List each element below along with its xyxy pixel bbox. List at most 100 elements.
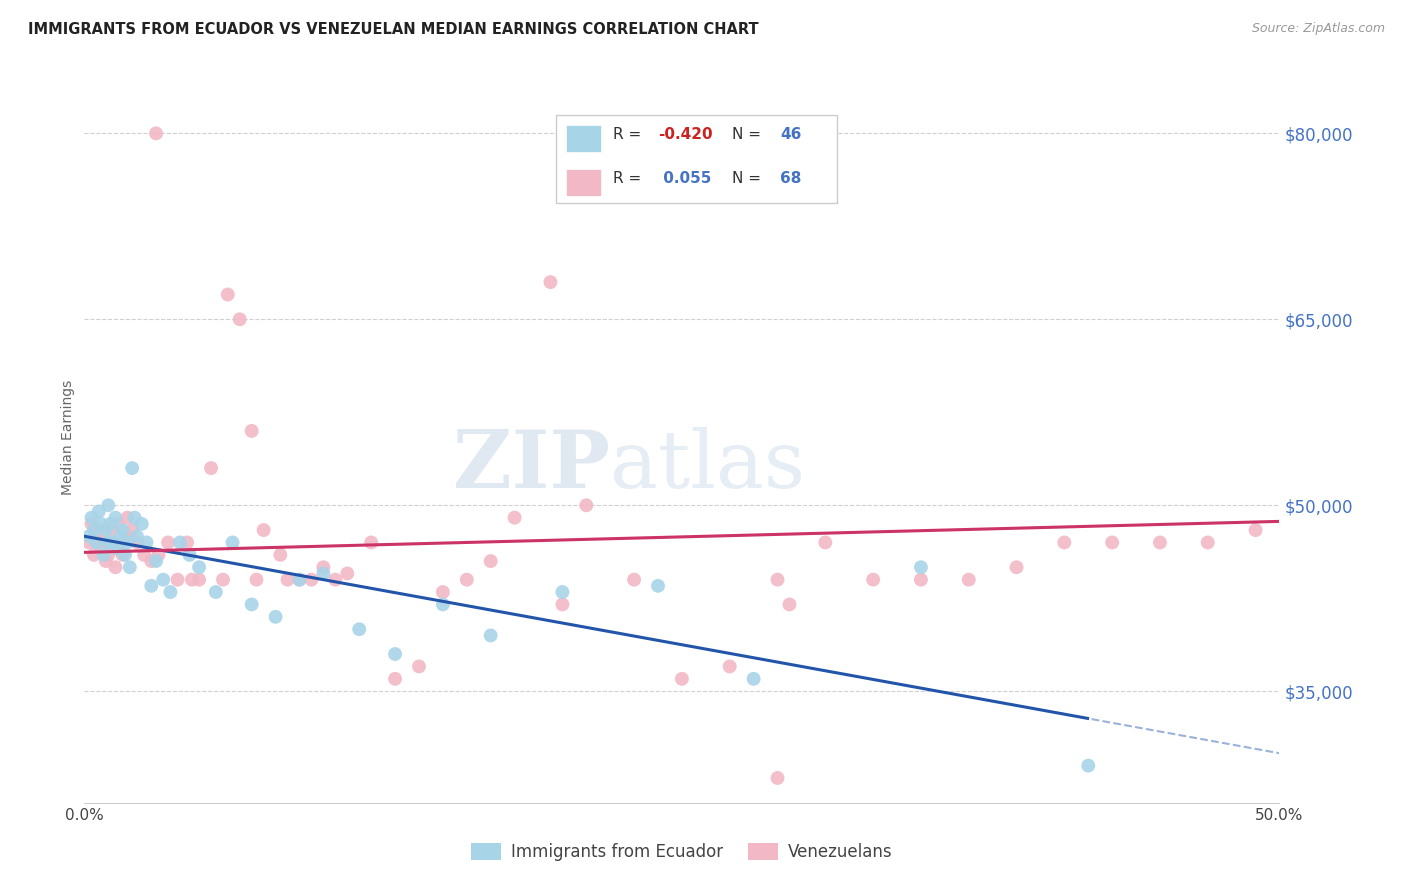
Point <box>114 529 136 543</box>
Point <box>87 523 110 537</box>
Point <box>212 573 235 587</box>
Point <box>623 573 645 587</box>
Text: ZIP: ZIP <box>453 427 610 506</box>
Point <box>1053 535 1076 549</box>
Point <box>551 585 574 599</box>
Text: IMMIGRANTS FROM ECUADOR VS VENEZUELAN MEDIAN EARNINGS CORRELATION CHART: IMMIGRANTS FROM ECUADOR VS VENEZUELAN ME… <box>28 22 759 37</box>
Point <box>1077 758 1099 772</box>
Point <box>110 535 132 549</box>
Point <box>575 498 598 512</box>
Text: 46: 46 <box>780 127 801 142</box>
Point <box>101 535 124 549</box>
Point <box>104 560 127 574</box>
Point <box>121 461 143 475</box>
Point <box>97 535 120 549</box>
Point <box>240 424 263 438</box>
Point <box>301 573 323 587</box>
Point <box>200 461 222 475</box>
Y-axis label: Median Earnings: Median Earnings <box>62 379 76 495</box>
Point <box>145 126 167 140</box>
Point <box>742 672 765 686</box>
Point <box>121 523 143 537</box>
Point <box>176 535 198 549</box>
Text: R =: R = <box>613 170 645 186</box>
Point <box>125 529 148 543</box>
Point <box>862 573 884 587</box>
Point <box>336 566 359 581</box>
Point <box>718 659 741 673</box>
Point <box>169 535 191 549</box>
Point <box>1101 535 1123 549</box>
Point <box>205 585 228 599</box>
Point <box>135 535 157 549</box>
Point <box>269 548 291 562</box>
Point <box>100 523 122 537</box>
Text: Source: ZipAtlas.com: Source: ZipAtlas.com <box>1251 22 1385 36</box>
Point <box>166 573 188 587</box>
Point <box>671 672 693 686</box>
Point <box>86 529 108 543</box>
Point <box>141 554 163 568</box>
Point <box>111 523 134 537</box>
Point <box>118 560 141 574</box>
Point <box>1197 535 1219 549</box>
Point <box>360 535 382 549</box>
Point <box>312 560 335 574</box>
Text: N =: N = <box>733 127 766 142</box>
Point <box>101 535 124 549</box>
Point <box>288 573 311 587</box>
Point <box>80 516 103 531</box>
Point <box>766 573 789 587</box>
Point <box>540 275 562 289</box>
Point <box>77 535 100 549</box>
Point <box>77 529 100 543</box>
Point <box>479 628 502 642</box>
Point <box>432 598 454 612</box>
Point <box>277 573 299 587</box>
Point <box>217 287 239 301</box>
Point <box>384 672 406 686</box>
Point <box>384 647 406 661</box>
Point <box>157 535 180 549</box>
Point <box>479 554 502 568</box>
Point <box>253 523 276 537</box>
Point <box>456 573 478 587</box>
Point <box>93 548 115 562</box>
Point <box>141 579 163 593</box>
Point <box>312 566 335 581</box>
Point <box>86 535 108 549</box>
Point <box>503 510 526 524</box>
Point <box>152 573 174 587</box>
Point <box>117 535 139 549</box>
Point <box>766 771 789 785</box>
Point <box>181 573 204 587</box>
FancyBboxPatch shape <box>557 115 838 203</box>
Point <box>325 573 347 587</box>
Point <box>107 541 129 556</box>
Point <box>114 548 136 562</box>
Point <box>97 548 120 562</box>
Point <box>408 659 430 673</box>
Point <box>188 573 211 587</box>
FancyBboxPatch shape <box>567 125 600 152</box>
Point <box>100 516 122 531</box>
Point <box>97 498 120 512</box>
Point <box>1244 523 1267 537</box>
Point <box>93 535 115 549</box>
Point <box>221 535 243 549</box>
Legend: Immigrants from Ecuador, Venezuelans: Immigrants from Ecuador, Venezuelans <box>464 836 900 868</box>
Text: atlas: atlas <box>610 427 806 506</box>
Point <box>1149 535 1171 549</box>
Point <box>94 554 117 568</box>
Point <box>80 510 103 524</box>
Point <box>229 312 252 326</box>
Point <box>90 516 112 531</box>
Point <box>288 573 311 587</box>
Point <box>124 510 146 524</box>
Point <box>779 598 801 612</box>
Point <box>349 622 371 636</box>
Point <box>245 573 267 587</box>
Point <box>910 573 932 587</box>
Point <box>814 535 837 549</box>
Point <box>647 579 669 593</box>
